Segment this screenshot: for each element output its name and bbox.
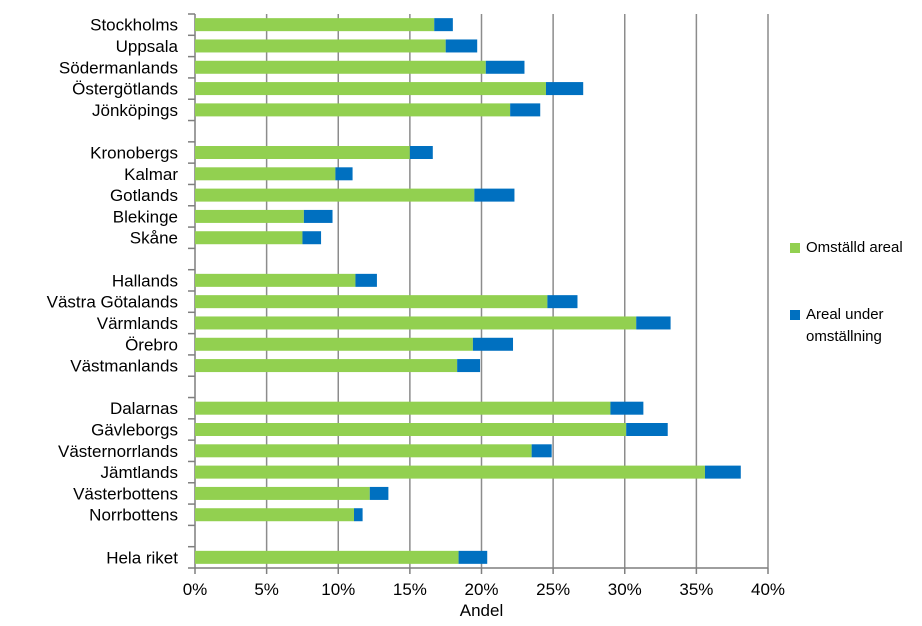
bar-segment: [195, 39, 446, 53]
x-tick-label: 30%: [608, 580, 642, 599]
category-label: Södermanlands: [59, 58, 178, 77]
x-tick-label: 10%: [321, 580, 355, 599]
bar-segment: [195, 508, 355, 522]
category-label: Hela riket: [106, 548, 178, 567]
legend-label: Areal under: [806, 306, 884, 323]
bar-segment: [195, 146, 410, 159]
x-tick-label: 35%: [679, 580, 713, 599]
bar-segment: [195, 209, 304, 223]
bar-segment: [434, 18, 453, 32]
category-label: Skåne: [130, 229, 178, 248]
bar-segment: [458, 550, 488, 564]
category-label: Stockholms: [90, 16, 178, 35]
category-label: Norrbottens: [89, 506, 178, 525]
legend-label: omställning: [806, 328, 882, 345]
bar-segment: [302, 231, 322, 245]
category-label: Hallands: [112, 271, 178, 290]
bar-segment: [195, 486, 370, 500]
x-tick-label: 20%: [464, 580, 498, 599]
category-label: Kalmar: [124, 165, 178, 184]
bar-segment: [195, 359, 458, 373]
bar-segment: [195, 103, 511, 117]
category-label: Blekinge: [113, 207, 178, 226]
category-label: Västernorrlands: [58, 442, 178, 461]
category-label: Västmanlands: [70, 357, 178, 376]
bar-segment: [704, 465, 741, 479]
x-axis-title: Andel: [460, 601, 503, 620]
category-label: Jönköpings: [92, 101, 178, 120]
bar-segment: [195, 273, 356, 287]
category-label: Jämtlands: [101, 463, 178, 482]
bar-segment: [445, 39, 478, 53]
bar-segment: [531, 444, 552, 458]
bar-segment: [195, 401, 611, 415]
bar-segment: [195, 337, 473, 351]
bar-segment: [195, 444, 532, 458]
category-label: Gotlands: [110, 186, 178, 205]
bar-segment: [195, 465, 705, 479]
bar-segment: [355, 273, 377, 287]
x-tick-label: 0%: [183, 580, 208, 599]
legend-swatch: [790, 243, 800, 253]
bar-segment: [510, 103, 541, 117]
x-tick-label: 40%: [751, 580, 785, 599]
category-label: Västerbottens: [73, 484, 178, 503]
x-tick-label: 25%: [536, 580, 570, 599]
bar-segment: [457, 359, 481, 373]
category-label: Dalarnas: [110, 399, 178, 418]
bar-segment: [472, 337, 514, 351]
bar-segment: [195, 82, 546, 96]
bar-segment: [485, 60, 525, 74]
category-label: Värmlands: [97, 314, 178, 333]
bar-segment: [610, 401, 644, 415]
x-tick-label: 5%: [254, 580, 279, 599]
bar-segment: [195, 550, 459, 564]
bar-segment: [303, 209, 333, 223]
category-label: Västra Götalands: [47, 293, 178, 312]
bar-segment: [547, 295, 578, 309]
category-label: Gävleborgs: [91, 421, 178, 440]
legend-label: Omställd areal: [806, 239, 903, 256]
bar-segment: [195, 18, 435, 32]
bar-segment: [409, 146, 433, 159]
bar-segment: [354, 508, 363, 522]
legend-swatch: [790, 310, 800, 320]
bar-segment: [335, 167, 353, 181]
category-label: Örebro: [125, 335, 178, 354]
bar-segment: [195, 295, 548, 309]
bar-segment: [195, 60, 486, 74]
bar-segment: [195, 167, 336, 181]
bar-segment: [369, 486, 389, 500]
bar-segment: [195, 188, 475, 202]
category-label: Östergötlands: [72, 80, 178, 99]
bar-segment: [626, 423, 668, 436]
category-label: Kronobergs: [90, 144, 178, 163]
bar-segment: [474, 188, 515, 202]
bar-segment: [195, 316, 637, 330]
bar-segment: [636, 316, 671, 330]
x-tick-label: 15%: [393, 580, 427, 599]
bar-segment: [195, 231, 303, 245]
bar-segment: [545, 82, 584, 96]
category-label: Uppsala: [116, 37, 179, 56]
bar-segment: [195, 423, 627, 436]
